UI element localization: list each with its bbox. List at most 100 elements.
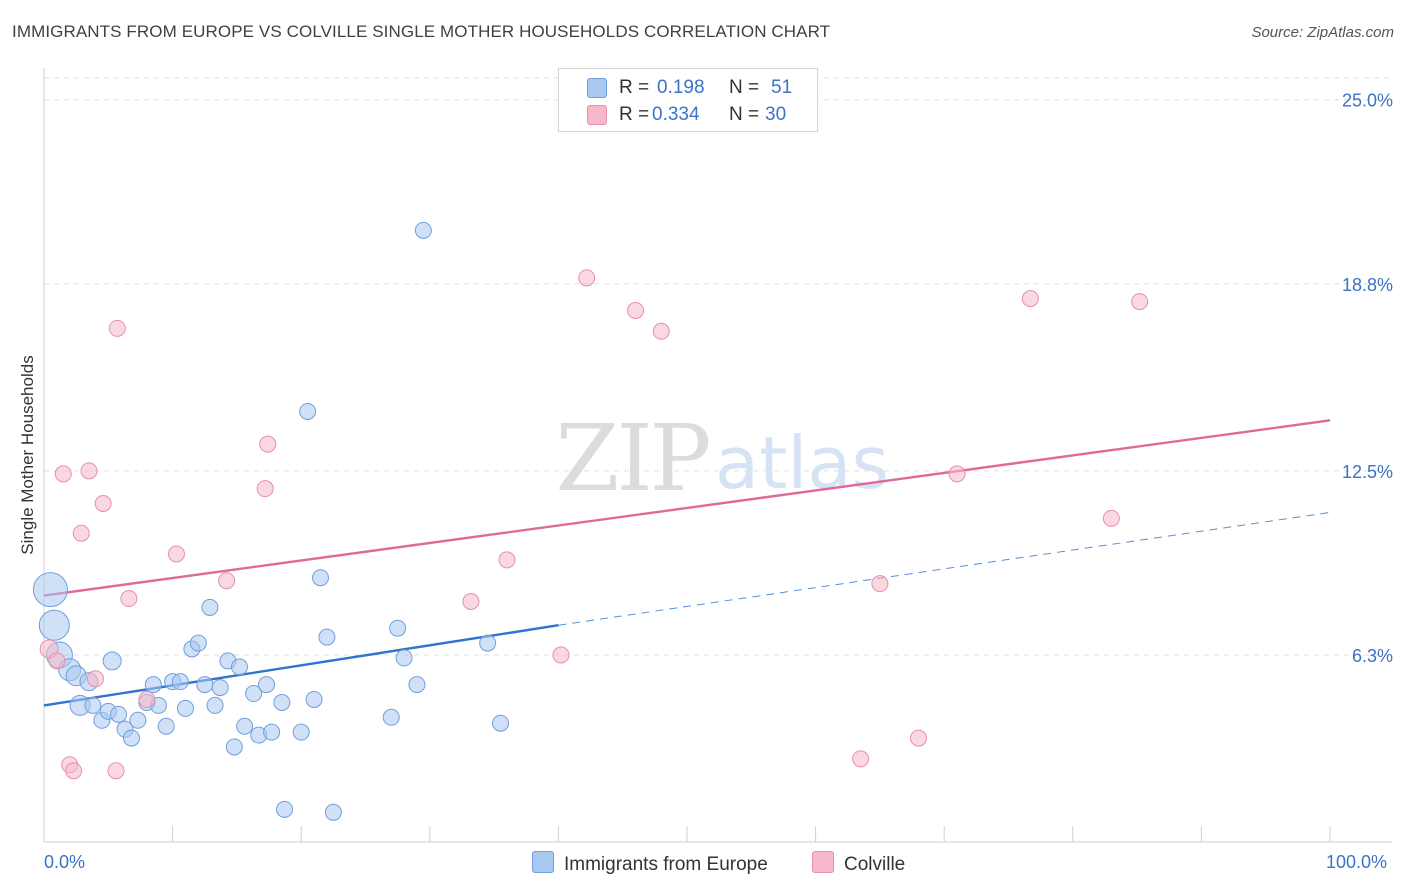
bottom-legend-swatch-colville <box>812 851 834 873</box>
data-points <box>32 221 1149 821</box>
data-point-colville <box>65 762 83 780</box>
watermark-zip: ZIP <box>555 405 708 512</box>
data-point-colville <box>167 545 185 563</box>
data-point-europe <box>84 696 102 714</box>
y-tick-label: 18.8% <box>1342 275 1393 295</box>
data-point-europe <box>245 685 263 703</box>
y-tick-label: 25.0% <box>1342 91 1393 111</box>
data-point-colville <box>138 690 156 708</box>
legend-n-label: N = <box>729 104 760 125</box>
legend-n-value-europe: 51 <box>771 77 793 98</box>
data-point-europe <box>236 717 254 735</box>
data-point-europe <box>311 569 329 587</box>
legend-swatch-europe <box>587 78 607 98</box>
y-tick-labels: 6.3% 12.5% 18.8% 25.0% <box>1342 91 1393 666</box>
data-point-colville <box>80 462 98 480</box>
data-point-europe <box>414 221 432 239</box>
x-tick-label-max: 100.0% <box>1326 852 1388 872</box>
data-point-europe <box>230 658 248 676</box>
data-point-colville <box>909 729 927 747</box>
data-point-colville <box>871 575 889 593</box>
bottom-legend-label-colville: Colville <box>844 854 906 875</box>
chart-title: IMMIGRANTS FROM EUROPE VS COLVILLE SINGL… <box>12 22 831 41</box>
legend: R = 0.198 N = 51 R = 0.334 N = 30 <box>558 68 818 132</box>
data-point-colville <box>218 572 236 590</box>
data-point-colville <box>54 465 72 483</box>
data-point-europe <box>176 699 194 717</box>
source-credit: Source: ZipAtlas.com <box>1251 24 1394 41</box>
legend-n-value-colville: 30 <box>765 104 787 125</box>
data-point-europe <box>479 634 497 652</box>
data-point-europe <box>299 402 317 420</box>
data-point-colville <box>94 495 112 513</box>
data-point-europe <box>273 693 291 711</box>
data-point-europe <box>157 717 175 735</box>
x-tick-label-min: 0.0% <box>44 852 86 872</box>
data-point-europe <box>206 696 224 714</box>
legend-r-label: R = <box>619 104 650 125</box>
data-point-colville <box>1131 293 1149 311</box>
data-point-colville <box>948 465 966 483</box>
legend-r-label: R = <box>619 77 650 98</box>
y-tick-label: 6.3% <box>1352 646 1393 666</box>
data-point-europe <box>171 673 189 691</box>
data-point-colville <box>498 551 516 569</box>
data-point-colville <box>259 435 277 453</box>
data-point-europe <box>318 628 336 646</box>
data-point-europe <box>389 619 407 637</box>
data-point-colville <box>1102 509 1120 527</box>
data-point-europe <box>110 705 128 723</box>
data-point-europe <box>38 609 70 641</box>
data-point-europe <box>144 676 162 694</box>
axes <box>43 68 1392 843</box>
data-point-europe <box>263 723 281 741</box>
data-point-europe <box>395 649 413 667</box>
legend-swatch-colville <box>587 105 607 125</box>
data-point-colville <box>107 762 125 780</box>
data-point-colville <box>578 269 596 287</box>
data-point-europe <box>102 651 122 671</box>
trend-lines <box>43 419 1331 707</box>
data-point-colville <box>256 480 274 498</box>
data-point-colville <box>627 302 645 320</box>
data-point-europe <box>129 711 147 729</box>
data-point-colville <box>72 524 90 542</box>
legend-n-label: N = <box>729 77 760 98</box>
data-point-europe <box>408 676 426 694</box>
data-point-europe <box>201 598 219 616</box>
watermark: ZIP atlas <box>555 405 889 512</box>
legend-r-value-europe: 0.198 <box>657 77 705 98</box>
data-point-colville <box>48 652 66 670</box>
legend-row-europe: R = 0.198 N = 51 <box>559 75 817 101</box>
watermark-atlas: atlas <box>715 421 889 505</box>
data-point-colville <box>86 670 104 688</box>
data-point-colville <box>852 750 870 768</box>
data-point-europe <box>196 676 214 694</box>
legend-r-value-colville: 0.334 <box>652 104 700 125</box>
data-point-europe <box>211 679 229 697</box>
data-point-colville <box>120 590 138 608</box>
data-point-europe <box>32 572 68 608</box>
data-point-colville <box>1021 290 1039 308</box>
trend-line-europe-projection <box>558 511 1331 626</box>
data-point-europe <box>292 723 310 741</box>
bottom-legend-label-europe: Immigrants from Europe <box>564 854 768 875</box>
data-point-colville <box>552 646 570 664</box>
data-point-europe <box>189 634 207 652</box>
y-tick-label: 12.5% <box>1342 462 1393 482</box>
data-point-europe <box>382 708 400 726</box>
data-point-europe <box>324 803 342 821</box>
bottom-legend-colville: Colville <box>812 851 905 876</box>
data-point-colville <box>108 319 126 337</box>
data-point-colville <box>652 322 670 340</box>
trend-line-europe <box>43 624 559 707</box>
legend-row-colville: R = 0.334 N = 30 <box>559 102 817 128</box>
data-point-europe <box>492 714 510 732</box>
data-point-colville <box>462 592 480 610</box>
bottom-legend-europe: Immigrants from Europe <box>532 851 768 876</box>
data-point-europe <box>275 800 293 818</box>
data-point-europe <box>305 690 323 708</box>
trend-line-colville <box>43 419 1331 597</box>
data-point-europe <box>257 676 275 694</box>
